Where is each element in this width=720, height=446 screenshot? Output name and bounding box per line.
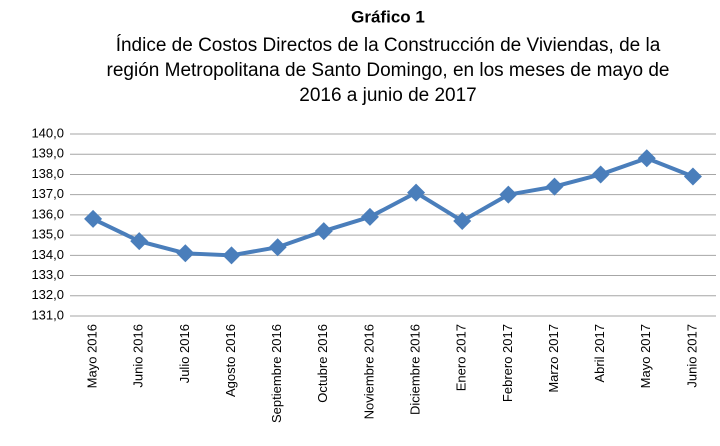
data-point <box>360 207 379 226</box>
x-tick-label: Septiembre 2016 <box>269 324 284 423</box>
y-tick-label: 131,0 <box>31 307 64 322</box>
x-tick-label: Abril 2017 <box>592 324 607 383</box>
x-tick-label: Agosto 2016 <box>223 324 238 397</box>
y-tick-label: 137,0 <box>31 186 64 201</box>
data-point <box>499 185 518 204</box>
x-tick-label: Junio 2017 <box>684 324 699 388</box>
data-point <box>545 177 564 196</box>
y-tick-label: 139,0 <box>31 146 64 161</box>
x-tick-label: Julio 2016 <box>177 324 192 383</box>
y-tick-label: 134,0 <box>31 247 64 262</box>
x-tick-label: Enero 2017 <box>454 324 469 391</box>
x-tick-label: Mayo 2017 <box>638 324 653 388</box>
x-tick-label: Mayo 2016 <box>85 324 100 388</box>
x-tick-label: Noviembre 2016 <box>361 324 376 419</box>
data-point <box>683 167 702 186</box>
chart-subtitle: 2016 a junio de 2017 <box>299 85 477 106</box>
y-tick-label: 136,0 <box>31 206 64 221</box>
chart-subtitle: región Metropolitana de Santo Domingo, e… <box>107 60 670 81</box>
chart-title: Gráfico 1 <box>351 7 425 26</box>
x-tick-label: Junio 2016 <box>131 324 146 388</box>
y-tick-label: 135,0 <box>31 227 64 242</box>
data-point <box>130 232 149 251</box>
chart-subtitle: Índice de Costos Directos de la Construc… <box>116 35 661 56</box>
y-tick-label: 138,0 <box>31 166 64 181</box>
data-point <box>314 222 333 241</box>
data-point <box>453 211 472 230</box>
x-tick-label: Febrero 2017 <box>500 324 515 402</box>
x-tick-label: Octubre 2016 <box>315 324 330 403</box>
y-tick-label: 132,0 <box>31 287 64 302</box>
data-point <box>637 149 656 168</box>
data-point <box>222 246 241 265</box>
data-point <box>268 238 287 257</box>
x-tick-label: Marzo 2017 <box>546 324 561 393</box>
y-tick-label: 140,0 <box>31 125 64 140</box>
y-tick-label: 133,0 <box>31 267 64 282</box>
data-point <box>84 209 103 228</box>
data-point <box>591 165 610 184</box>
x-tick-label: Diciembre 2016 <box>408 324 423 415</box>
data-point <box>176 244 195 263</box>
data-point <box>407 183 426 202</box>
